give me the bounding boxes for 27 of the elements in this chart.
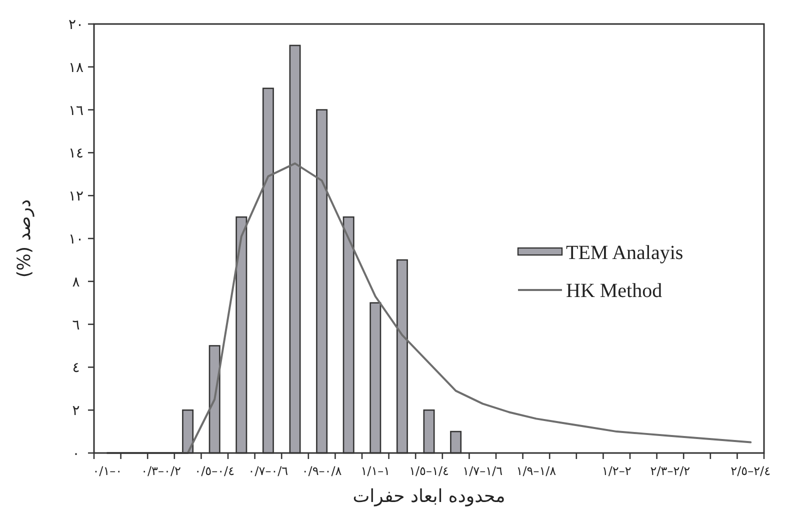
x-tick-label: ٠–٠/١ xyxy=(92,464,122,478)
y-tick-label: ٤ xyxy=(72,360,80,376)
y-tick-label: ١٤ xyxy=(68,146,84,162)
x-tick-label: ١/٨–١/٩ xyxy=(516,464,557,478)
x-axis-title: محدوده ابعاد حفرات xyxy=(352,486,506,507)
legend-label: TEM Analayis xyxy=(566,242,684,264)
x-tick-label: ٢/٤–٢/٥ xyxy=(730,464,771,478)
x-tick-label: ٢–١/٢ xyxy=(602,464,632,478)
y-tick-label: ٦ xyxy=(72,317,80,334)
y-tick-label: ١٠ xyxy=(68,232,84,248)
y-tick-label: ١٨ xyxy=(68,60,84,76)
x-tick-label: ٢/٢–٢/٣ xyxy=(650,464,690,478)
y-tick-label: ٠ xyxy=(72,446,80,462)
y-tick-label: ١٢ xyxy=(68,188,84,205)
x-tick-label: ٠/٢–٠/٣ xyxy=(141,464,181,478)
x-tick-label: ١–١/١ xyxy=(360,464,390,478)
x-tick-label: ٠/٨–٠/٩ xyxy=(302,464,342,478)
x-tick-label: ١/٦–١/٧ xyxy=(462,464,503,478)
x-tick-label: ١/٤–١/٥ xyxy=(409,464,449,478)
y-tick-label: ٢٠ xyxy=(68,17,84,33)
y-tick-label: ٨ xyxy=(72,274,80,290)
y-tick-label: ١٦ xyxy=(68,102,84,119)
y-axis-title: درصد (%) xyxy=(14,199,35,278)
y-tick-label: ٢ xyxy=(72,403,80,420)
legend-label: HK Method xyxy=(566,280,662,302)
x-tick-label: ٠/٤–٠/٥ xyxy=(194,464,235,478)
x-tick-label: ٠/٦–٠/٧ xyxy=(248,464,288,478)
